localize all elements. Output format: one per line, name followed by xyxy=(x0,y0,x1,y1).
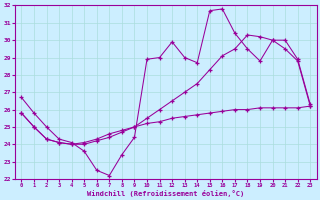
X-axis label: Windchill (Refroidissement éolien,°C): Windchill (Refroidissement éolien,°C) xyxy=(87,190,244,197)
